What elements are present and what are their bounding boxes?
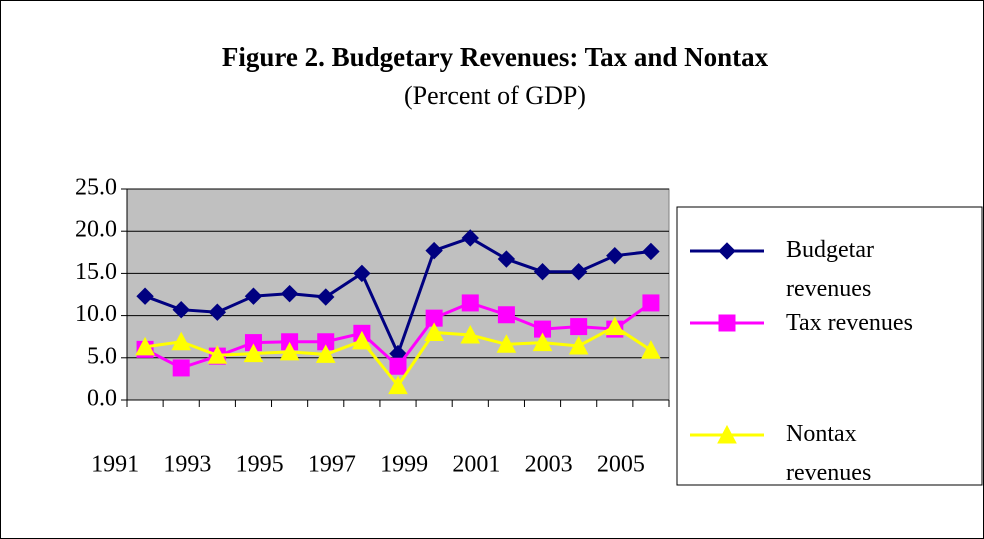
x-tick-label: 1999 bbox=[380, 452, 428, 478]
data-point bbox=[207, 345, 228, 364]
data-point bbox=[208, 303, 227, 321]
y-tick-label: 5.0 bbox=[87, 343, 117, 369]
data-point bbox=[497, 306, 515, 324]
data-point bbox=[352, 330, 372, 350]
data-point bbox=[388, 375, 408, 395]
data-point bbox=[570, 318, 588, 336]
data-point bbox=[136, 287, 154, 305]
chart-title: Figure 2. Budgetary Revenues: Tax and No… bbox=[222, 42, 769, 72]
data-point bbox=[460, 324, 481, 344]
data-point bbox=[353, 264, 371, 283]
chart-subtitle: (Percent of GDP) bbox=[404, 81, 586, 110]
data-point bbox=[425, 241, 443, 260]
data-point bbox=[606, 246, 624, 265]
data-point bbox=[568, 335, 589, 355]
x-tick-label: 2003 bbox=[525, 452, 573, 478]
x-tick-label: 2001 bbox=[452, 452, 500, 478]
data-point bbox=[497, 250, 516, 268]
legend-marker bbox=[717, 424, 737, 444]
x-tick-label: 1995 bbox=[236, 452, 284, 478]
data-point bbox=[244, 287, 263, 305]
data-point bbox=[280, 284, 299, 303]
y-tick-label: 10.0 bbox=[75, 301, 117, 327]
legend-label: Budgetar revenues bbox=[786, 237, 874, 302]
data-point bbox=[532, 332, 553, 352]
data-point bbox=[496, 334, 517, 353]
data-point bbox=[172, 359, 190, 377]
data-point bbox=[642, 242, 660, 261]
data-point bbox=[279, 341, 300, 361]
y-tick-label: 20.0 bbox=[75, 217, 117, 243]
data-point bbox=[604, 316, 625, 336]
y-tick-label: 25.0 bbox=[75, 175, 117, 201]
x-tick-label: 1997 bbox=[308, 452, 356, 478]
x-tick-label: 1991 bbox=[91, 452, 139, 478]
data-point bbox=[533, 263, 552, 281]
data-point bbox=[461, 229, 479, 247]
x-tick-label: 2005 bbox=[597, 452, 645, 478]
legend-label: Nontax revenues bbox=[786, 421, 872, 486]
data-point bbox=[569, 263, 588, 281]
x-tick-label: 1993 bbox=[163, 452, 211, 478]
legend-marker bbox=[718, 242, 736, 260]
data-point bbox=[389, 357, 407, 375]
legend-label: Tax revenues bbox=[786, 310, 913, 336]
data-point bbox=[315, 344, 336, 363]
legend-marker bbox=[718, 314, 736, 332]
data-point bbox=[135, 336, 155, 356]
data-point bbox=[171, 331, 192, 351]
data-point bbox=[461, 294, 479, 312]
data-point bbox=[642, 294, 660, 312]
data-point bbox=[424, 322, 444, 341]
data-point bbox=[317, 288, 335, 306]
data-point bbox=[172, 300, 190, 319]
y-tick-label: 15.0 bbox=[75, 259, 117, 285]
y-tick-label: 0.0 bbox=[87, 386, 117, 412]
data-point bbox=[243, 343, 264, 363]
data-point bbox=[641, 340, 661, 359]
